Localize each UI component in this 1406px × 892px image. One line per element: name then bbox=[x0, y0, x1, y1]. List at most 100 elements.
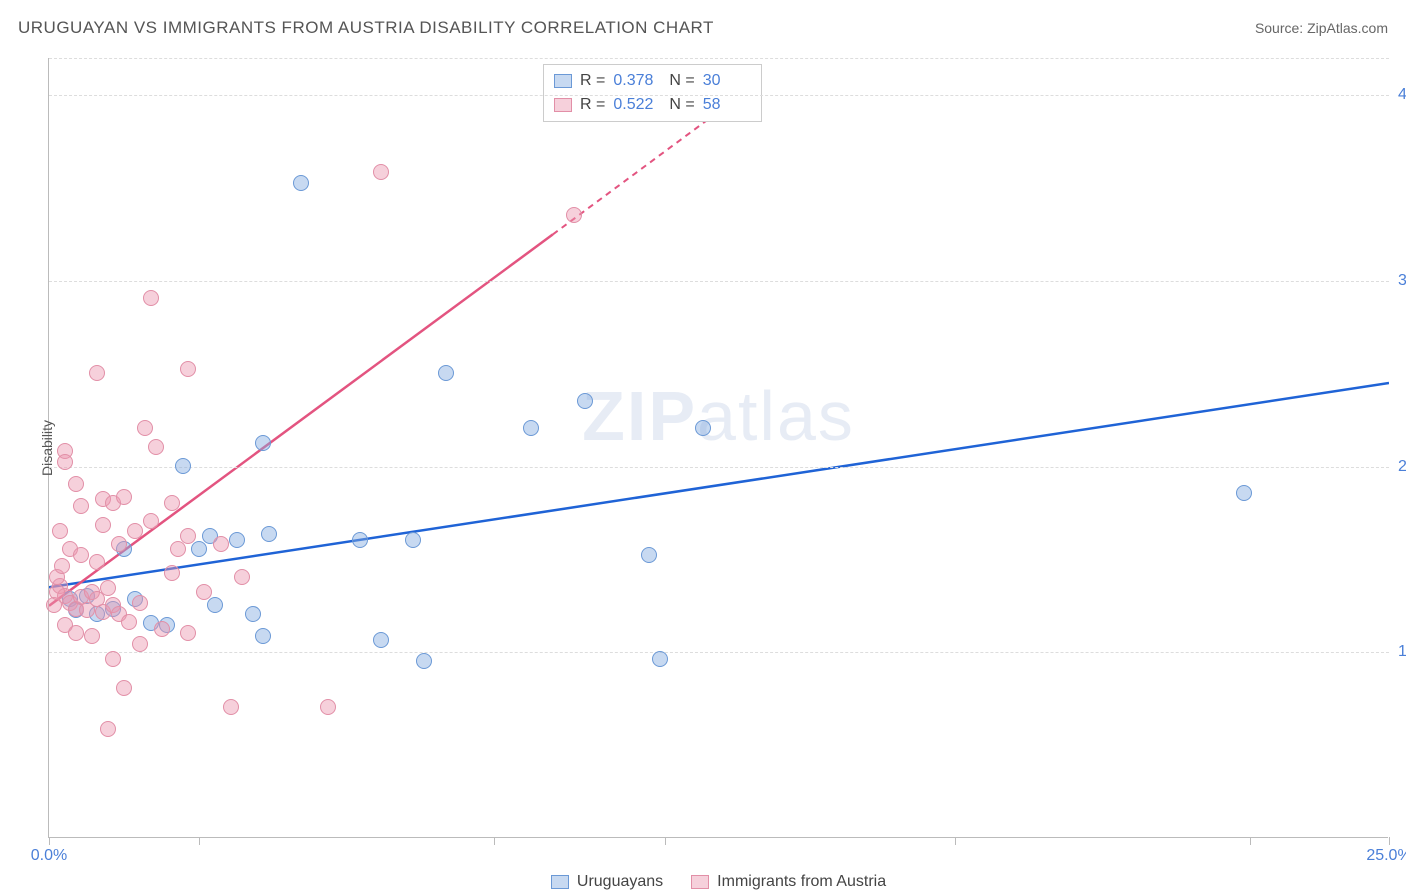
legend-label: Uruguayans bbox=[577, 873, 663, 891]
stat-r-value: 0.522 bbox=[613, 96, 661, 114]
y-tick-label: 40.0% bbox=[1398, 86, 1406, 104]
data-point bbox=[68, 625, 84, 641]
y-tick-label: 30.0% bbox=[1398, 272, 1406, 290]
data-point bbox=[52, 523, 68, 539]
stats-legend-box: R = 0.378 N = 30 R = 0.522 N = 58 bbox=[543, 64, 762, 122]
x-tick bbox=[1250, 837, 1251, 845]
stat-r-value: 0.378 bbox=[613, 72, 661, 90]
chart-title: URUGUAYAN VS IMMIGRANTS FROM AUSTRIA DIS… bbox=[18, 18, 714, 38]
data-point bbox=[180, 528, 196, 544]
data-point bbox=[405, 532, 421, 548]
data-point bbox=[164, 565, 180, 581]
data-point bbox=[121, 614, 137, 630]
data-point bbox=[148, 439, 164, 455]
stat-n-value: 30 bbox=[703, 72, 751, 90]
data-point bbox=[111, 536, 127, 552]
data-point bbox=[180, 361, 196, 377]
data-point bbox=[143, 513, 159, 529]
data-point bbox=[57, 454, 73, 470]
data-point bbox=[245, 606, 261, 622]
grid-line bbox=[49, 58, 1389, 59]
data-point bbox=[54, 558, 70, 574]
grid-line bbox=[49, 281, 1389, 282]
x-tick-label: 0.0% bbox=[31, 847, 67, 865]
data-point bbox=[95, 517, 111, 533]
legend-item: Uruguayans bbox=[551, 873, 663, 891]
data-point bbox=[116, 489, 132, 505]
data-point bbox=[100, 580, 116, 596]
data-point bbox=[89, 365, 105, 381]
plot-area: Disability ZIPatlas R =0.378N =30R =0.52… bbox=[48, 58, 1388, 838]
watermark-rest: atlas bbox=[697, 377, 855, 455]
data-point bbox=[105, 651, 121, 667]
legend-label: Immigrants from Austria bbox=[717, 873, 886, 891]
data-point bbox=[180, 625, 196, 641]
data-point bbox=[196, 584, 212, 600]
data-point bbox=[213, 536, 229, 552]
data-point bbox=[352, 532, 368, 548]
data-point bbox=[373, 164, 389, 180]
x-tick bbox=[665, 837, 666, 845]
x-tick bbox=[199, 837, 200, 845]
data-point bbox=[320, 699, 336, 715]
data-point bbox=[1236, 485, 1252, 501]
x-tick bbox=[1389, 837, 1390, 845]
data-point bbox=[154, 621, 170, 637]
data-point bbox=[137, 420, 153, 436]
watermark: ZIPatlas bbox=[582, 376, 855, 456]
data-point bbox=[255, 628, 271, 644]
grid-line bbox=[49, 95, 1389, 96]
data-point bbox=[89, 554, 105, 570]
data-point bbox=[695, 420, 711, 436]
bottom-legend: Uruguayans Immigrants from Austria bbox=[49, 873, 1388, 891]
data-point bbox=[116, 680, 132, 696]
x-tick bbox=[494, 837, 495, 845]
y-tick-label: 20.0% bbox=[1398, 458, 1406, 476]
data-point bbox=[566, 207, 582, 223]
trend-lines bbox=[49, 58, 1389, 838]
x-tick-label: 25.0% bbox=[1366, 847, 1406, 865]
stats-row: R = 0.378 N = 30 bbox=[554, 69, 751, 93]
x-tick bbox=[955, 837, 956, 845]
data-point bbox=[49, 584, 65, 600]
stat-key: R = bbox=[580, 96, 605, 114]
series-swatch bbox=[554, 98, 572, 112]
data-point bbox=[73, 498, 89, 514]
series-swatch bbox=[554, 74, 572, 88]
legend-item: Immigrants from Austria bbox=[691, 873, 886, 891]
grid-line bbox=[49, 652, 1389, 653]
data-point bbox=[143, 290, 159, 306]
data-point bbox=[652, 651, 668, 667]
data-point bbox=[100, 721, 116, 737]
data-point bbox=[641, 547, 657, 563]
data-point bbox=[438, 365, 454, 381]
title-bar: URUGUAYAN VS IMMIGRANTS FROM AUSTRIA DIS… bbox=[18, 18, 1388, 38]
data-point bbox=[127, 523, 143, 539]
data-point bbox=[73, 547, 89, 563]
series-swatch bbox=[691, 875, 709, 889]
data-point bbox=[234, 569, 250, 585]
stat-key: R = bbox=[580, 72, 605, 90]
x-tick bbox=[49, 837, 50, 845]
data-point bbox=[261, 526, 277, 542]
stats-row: R = 0.522 N = 58 bbox=[554, 93, 751, 117]
stat-key: N = bbox=[669, 96, 694, 114]
grid-line bbox=[49, 467, 1389, 468]
data-point bbox=[293, 175, 309, 191]
data-point bbox=[132, 636, 148, 652]
data-point bbox=[68, 476, 84, 492]
data-point bbox=[207, 597, 223, 613]
data-point bbox=[191, 541, 207, 557]
data-point bbox=[170, 541, 186, 557]
data-point bbox=[373, 632, 389, 648]
data-point bbox=[229, 532, 245, 548]
data-point bbox=[223, 699, 239, 715]
data-point bbox=[577, 393, 593, 409]
data-point bbox=[416, 653, 432, 669]
data-point bbox=[523, 420, 539, 436]
stat-n-value: 58 bbox=[703, 96, 751, 114]
stat-key: N = bbox=[669, 72, 694, 90]
data-point bbox=[175, 458, 191, 474]
source-label: Source: ZipAtlas.com bbox=[1255, 20, 1388, 36]
chart-container: URUGUAYAN VS IMMIGRANTS FROM AUSTRIA DIS… bbox=[0, 0, 1406, 892]
